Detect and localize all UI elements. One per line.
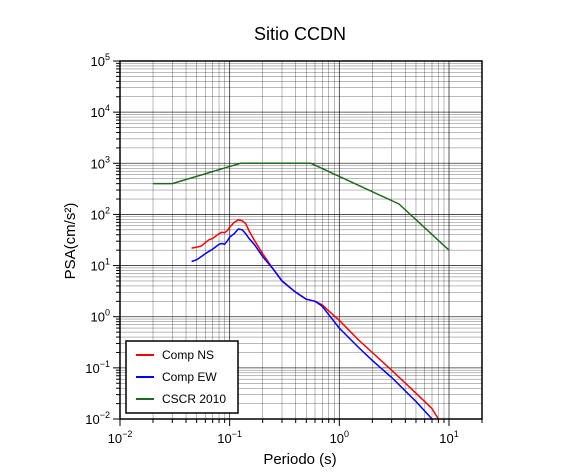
x-tick-label: 100 [330,429,349,446]
legend-label: CSCR 2010 [162,392,226,406]
tick-labels: 10−2 10−1 100 101 10−2 10−1 100 101 102 103 104 105 [85,52,458,446]
y-tick-label: 100 [91,308,110,325]
legend-label: Comp NS [162,348,214,362]
x-tick-label: 101 [439,429,458,446]
y-tick-label: 103 [91,154,110,171]
series-line-comp-ew [191,228,433,420]
y-axis-label: PSA(cm/s²) [62,203,79,280]
y-tick-label: 10−2 [85,410,110,427]
y-tick-label: 10−1 [85,359,110,376]
x-tick-label: 10−2 [108,429,133,446]
legend-label: Comp EW [162,370,217,384]
chart-title: Sitio CCDN [254,24,346,44]
y-tick-label: 104 [91,103,110,120]
series-layer [153,162,450,420]
legend: Comp NS Comp EW CSCR 2010 [125,340,239,414]
axes [113,60,483,426]
series-line-comp-ns [191,219,440,420]
y-tick-label: 101 [91,257,110,274]
x-tick-label: 10−1 [217,429,242,446]
plot-frame [119,60,483,420]
y-tick-label: 102 [91,205,110,222]
y-tick-label: 105 [91,52,110,69]
series-line-cscr-2010 [153,162,450,251]
x-axis-label: Periodo (s) [263,451,336,468]
